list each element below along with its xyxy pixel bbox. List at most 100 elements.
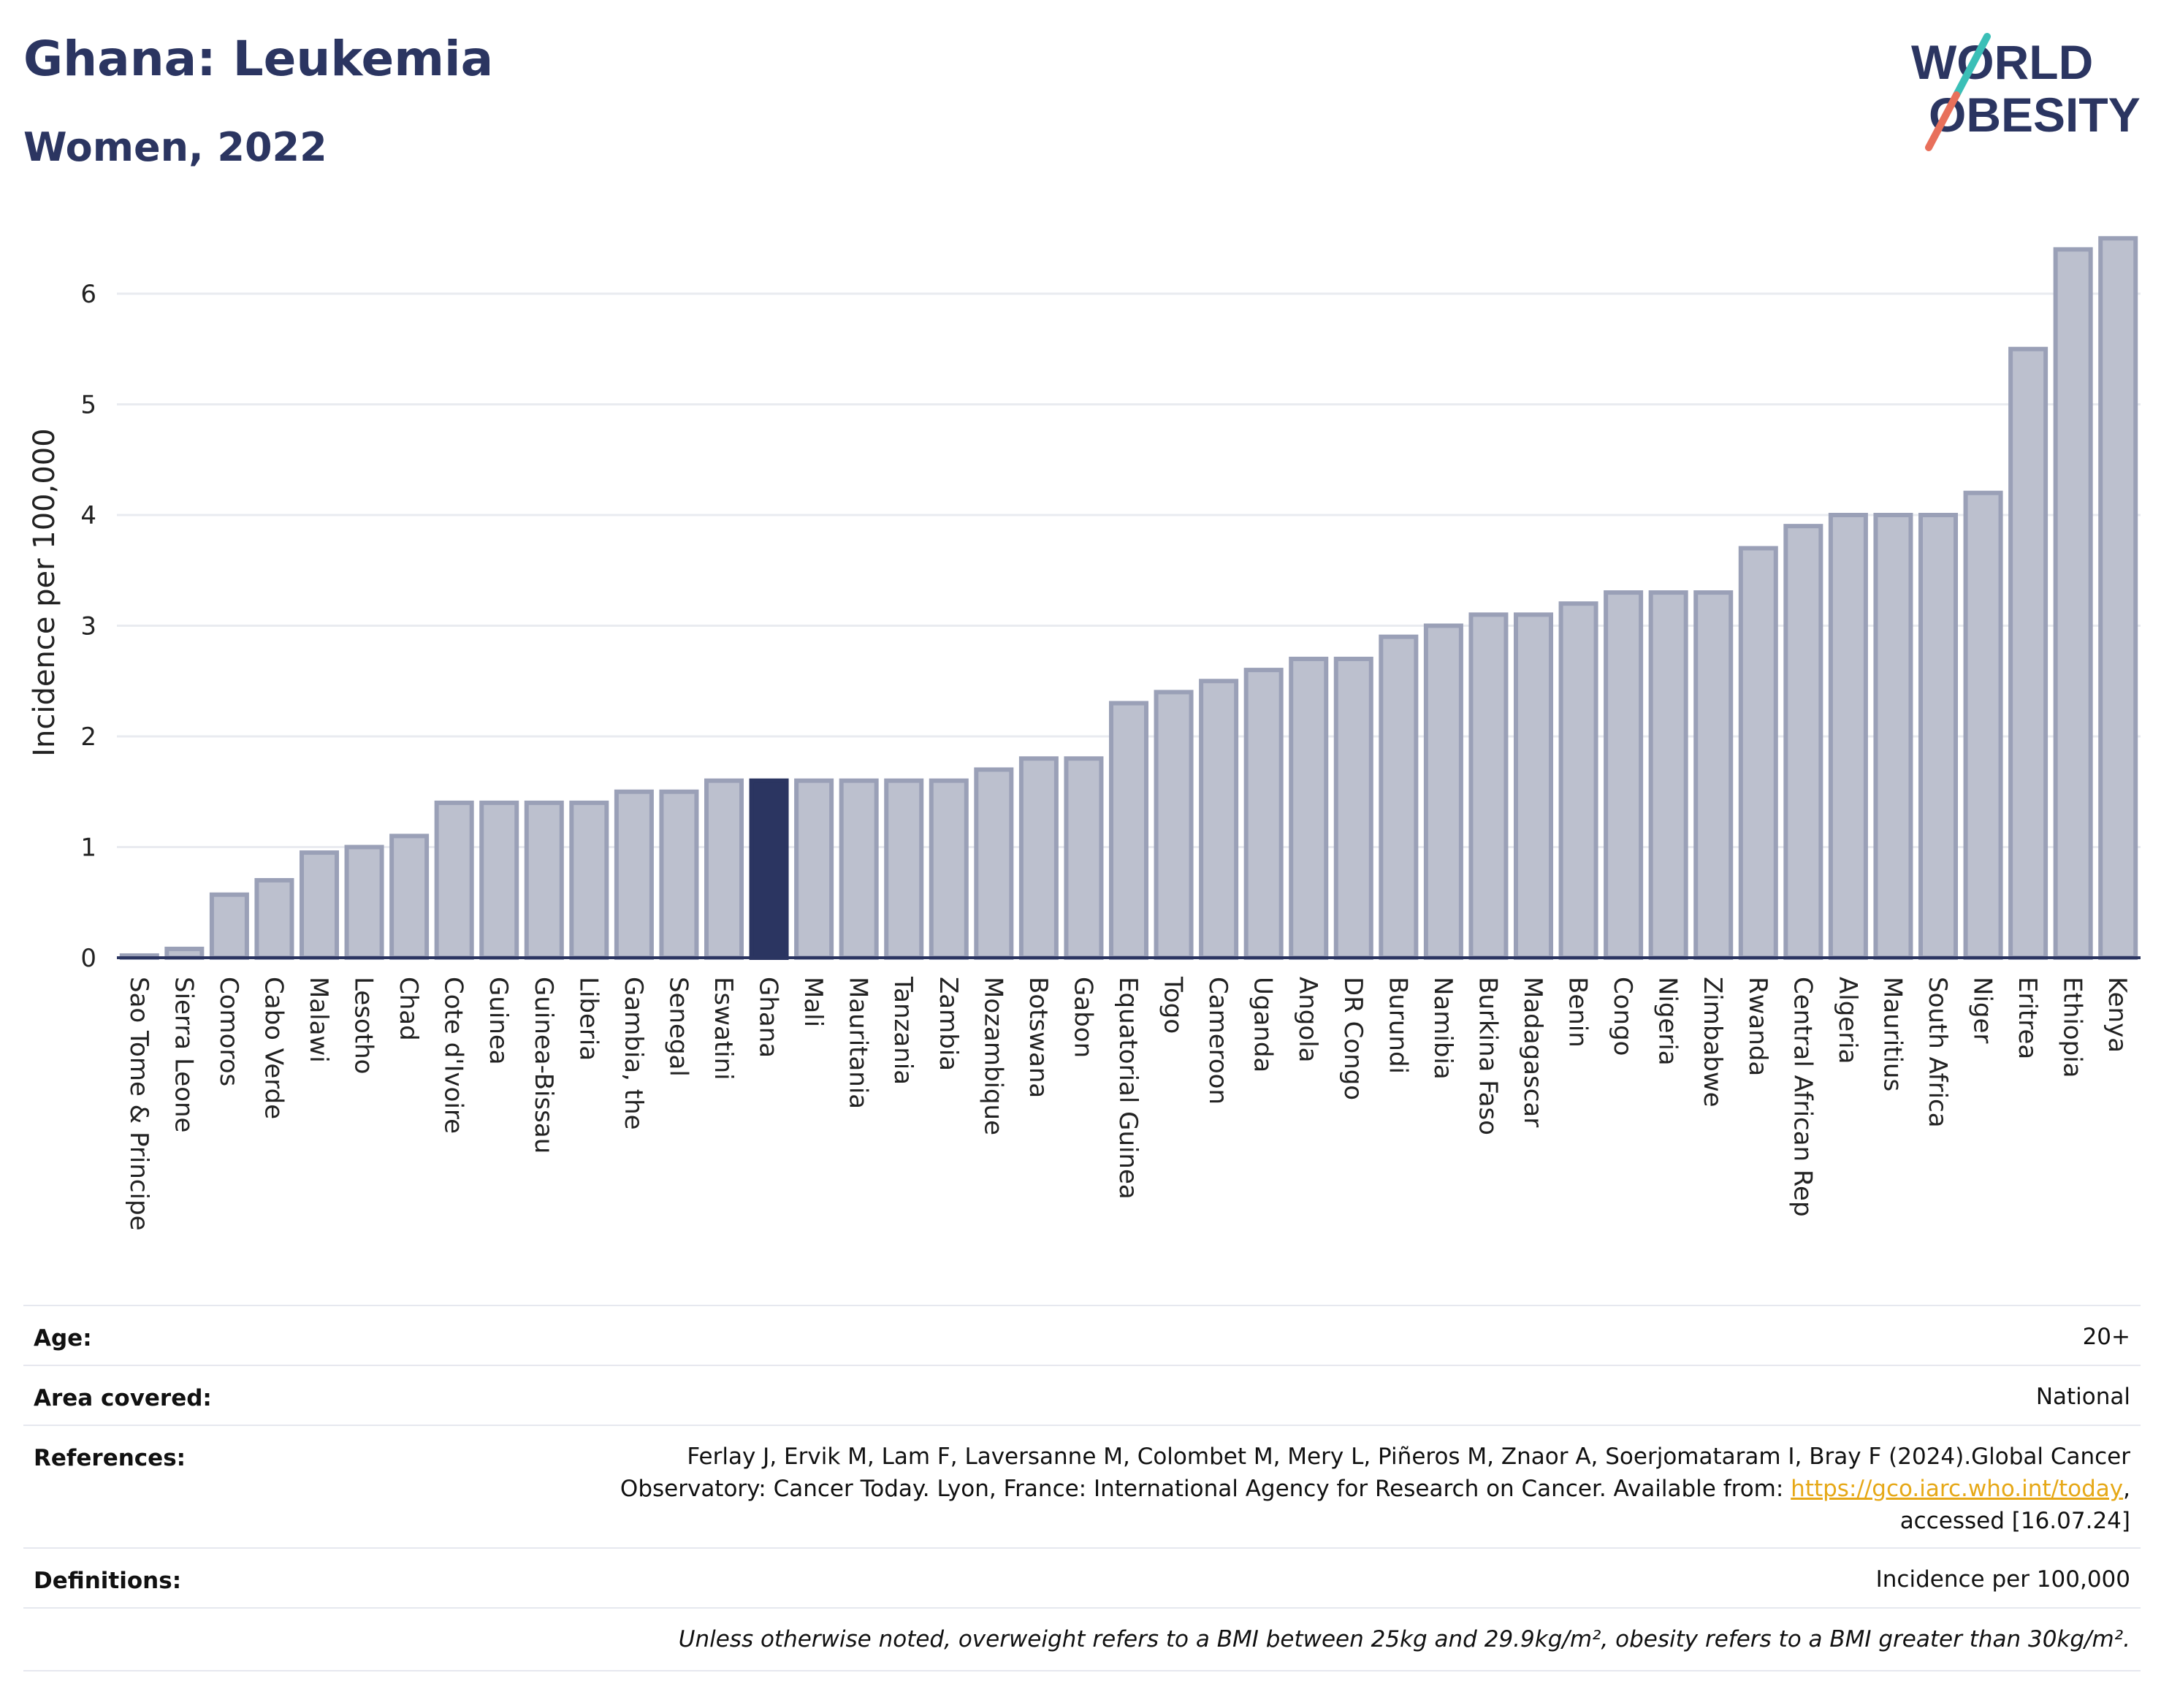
x-tick-label: Senegal <box>663 977 693 1077</box>
y-axis-title: Incidence per 100,000 <box>28 428 61 757</box>
bar <box>1873 513 1913 960</box>
bar <box>1693 590 1734 960</box>
references-line-3: accessed [16.07.24] <box>1899 1508 2130 1534</box>
bar <box>794 778 834 960</box>
bar <box>1064 756 1104 960</box>
info-row-definitions: Definitions: Incidence per 100,000 <box>23 1547 2141 1609</box>
age-label: Age: <box>34 1325 92 1351</box>
page-subtitle: Women, 2022 <box>23 124 327 170</box>
logo-word-2: OBESITY <box>1929 88 2141 142</box>
x-tick-label: Niger <box>1968 977 1997 1043</box>
x-tick-label: Eritrea <box>2013 977 2042 1059</box>
page-title: Ghana: Leukemia <box>23 31 494 87</box>
references-line-1: Ferlay J, Ervik M, Lam F, Laversanne M, … <box>687 1444 2130 1470</box>
y-tick-label: 3 <box>80 612 96 641</box>
x-tick-label: Mali <box>799 977 828 1027</box>
x-tick-label: Lesotho <box>349 977 378 1074</box>
bar <box>884 778 924 960</box>
x-tick-label: Comoros <box>214 977 243 1086</box>
bar <box>704 778 744 960</box>
y-tick-label: 6 <box>80 280 96 309</box>
x-tick-label: Ghana <box>754 977 783 1058</box>
bar <box>2053 247 2093 960</box>
bar <box>1108 701 1149 960</box>
references-value: Ferlay J, Ervik M, Lam F, Laversanne M, … <box>620 1441 2130 1537</box>
bar <box>299 850 340 961</box>
x-tick-label: Eswatini <box>709 977 738 1080</box>
x-tick-label: Gambia, the <box>619 977 648 1130</box>
references-link[interactable]: https://gco.iarc.who.int/today <box>1791 1476 2124 1502</box>
info-row-footnote: Unless otherwise noted, overweight refer… <box>23 1607 2141 1671</box>
footnote: Unless otherwise noted, overweight refer… <box>678 1626 2130 1652</box>
info-row-area: Area covered: National <box>23 1365 2141 1426</box>
bar <box>434 800 474 961</box>
x-tick-label: Sierra Leone <box>169 977 198 1132</box>
x-tick-label: Chad <box>394 977 423 1041</box>
bar <box>389 834 430 960</box>
bar-highlight <box>749 778 789 960</box>
x-tick-label: Ethiopia <box>2058 977 2087 1078</box>
bar <box>1963 490 2003 960</box>
x-tick-label: Madagascar <box>1518 977 1547 1127</box>
x-tick-label: Malawi <box>304 977 333 1063</box>
y-tick-label: 0 <box>80 944 96 973</box>
bar <box>1243 668 1284 960</box>
bar <box>344 845 384 960</box>
x-tick-label: Cote d'Ivoire <box>439 977 468 1134</box>
bar <box>1783 524 1823 960</box>
bar <box>1423 623 1463 960</box>
bar <box>1379 634 1419 961</box>
bar <box>2098 236 2138 960</box>
x-tick-label: Mauritania <box>844 977 873 1109</box>
x-tick-label: Guinea-Bissau <box>529 977 558 1154</box>
y-tick-label: 2 <box>80 723 96 752</box>
bar <box>659 789 699 960</box>
area-value: National <box>2035 1384 2130 1410</box>
x-tick-label: Cameroon <box>1203 977 1232 1105</box>
y-tick-label: 5 <box>80 391 96 420</box>
x-tick-label: Mozambique <box>978 977 1007 1135</box>
x-tick-label: Burkina Faso <box>1473 977 1502 1135</box>
x-tick-label: Uganda <box>1249 977 1278 1072</box>
bar <box>569 800 609 961</box>
world-obesity-logo: WORLD OBESITY <box>1911 33 2141 151</box>
x-tick-label: Gabon <box>1068 977 1097 1058</box>
definitions-value: Incidence per 100,000 <box>1875 1566 2130 1593</box>
x-tick-label: Nigeria <box>1653 977 1682 1066</box>
bar <box>839 778 879 960</box>
age-value: 20+ <box>2082 1324 2130 1350</box>
x-tick-label: Sao Tome & Principe <box>124 977 153 1231</box>
x-tick-label: Togo <box>1159 976 1188 1034</box>
x-tick-label: Central African Rep <box>1788 977 1817 1217</box>
x-tick-label: Zimbabwe <box>1698 977 1727 1107</box>
x-tick-label: Algeria <box>1833 977 1862 1064</box>
y-tick-label: 4 <box>80 501 96 530</box>
bar <box>1648 590 1688 960</box>
tick-labels: 0 1 2 3 4 5 6 Incidence per 100,000 Sao Tome & P… <box>28 280 2132 1231</box>
definitions-label: Definitions: <box>34 1568 182 1594</box>
bar <box>1199 679 1239 960</box>
x-tick-label: Kenya <box>2103 977 2132 1053</box>
x-tick-label: Tanzania <box>888 976 918 1085</box>
x-tick-label: Botswana <box>1024 977 1053 1098</box>
logo-slash-coral <box>1925 91 1960 151</box>
bar <box>1289 656 1329 960</box>
bar <box>1513 612 1554 960</box>
y-tick-label: 1 <box>80 834 96 863</box>
info-row-references: References: Ferlay J, Ervik M, Lam F, La… <box>23 1425 2141 1549</box>
x-tick-label: Equatorial Guinea <box>1113 977 1143 1200</box>
x-tick-label: Benin <box>1563 977 1593 1048</box>
x-tick-label: Rwanda <box>1743 977 1772 1076</box>
x-tick-label: DR Congo <box>1338 977 1368 1100</box>
bar <box>929 778 969 960</box>
bar <box>1918 513 1959 960</box>
x-tick-label: South Africa <box>1923 977 1952 1128</box>
bar <box>1828 513 1868 960</box>
bar <box>254 877 294 961</box>
info-table: Age: 20+ Area covered: National Referenc… <box>23 1305 2141 1671</box>
bar <box>479 800 519 961</box>
bar <box>1558 601 1598 960</box>
logo-slash-teal <box>1953 33 1991 99</box>
bar <box>209 892 249 961</box>
references-label: References: <box>34 1445 186 1471</box>
